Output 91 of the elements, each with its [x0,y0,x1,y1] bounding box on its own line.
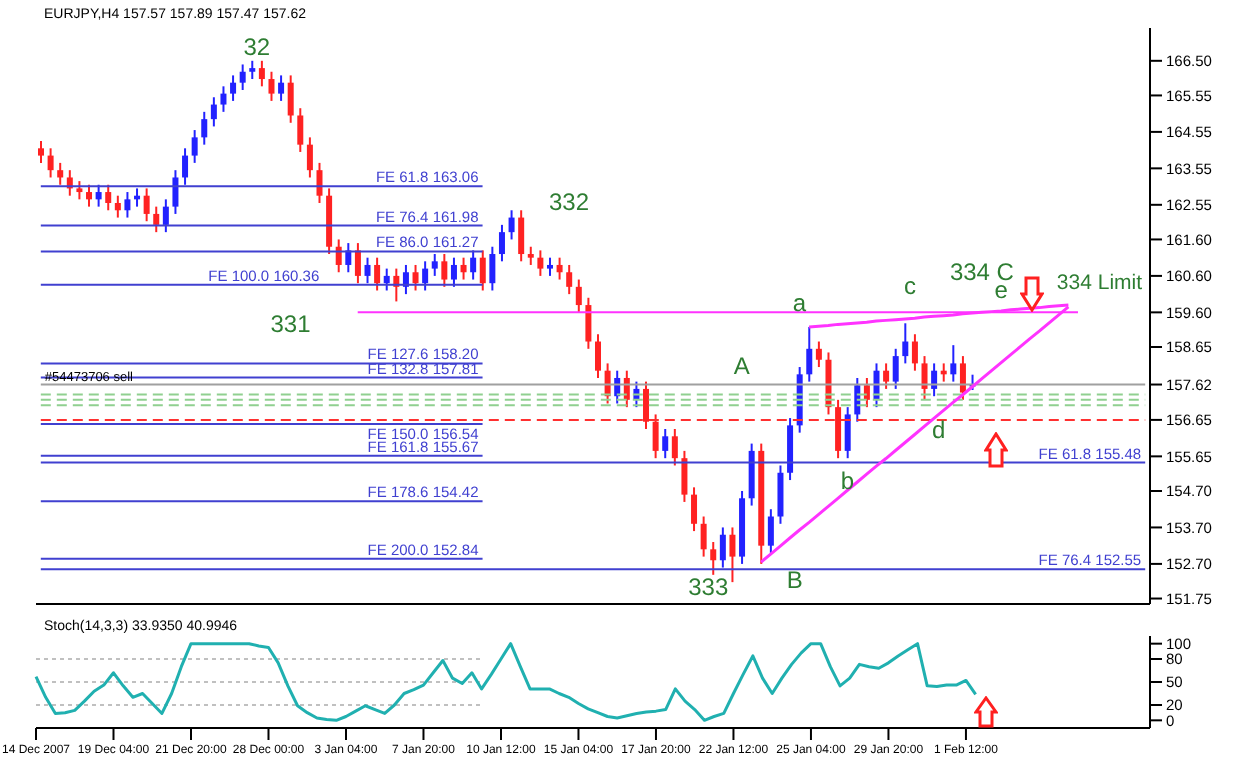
annotation: a [792,288,807,317]
candlestick [114,194,121,219]
candlestick [422,260,429,292]
candlestick [527,245,534,266]
candlestick [700,515,707,558]
candlestick [479,249,486,292]
candlestick [921,355,928,401]
annotation: c [903,272,916,301]
candlestick [806,325,813,383]
candlestick [47,147,54,179]
candlestick [268,70,275,102]
annotation: b [840,467,855,496]
candlestick [498,223,505,263]
candlestick [220,85,227,113]
candlestick [38,140,44,164]
candlestick [412,263,419,292]
candlestick [892,347,899,390]
candlestick [787,417,794,482]
candlestick [162,198,169,234]
candlestick [566,263,573,296]
annotation: 333 [688,572,729,601]
candlestick [902,322,909,365]
candlestick [546,256,553,277]
candlestick [258,59,265,88]
candlestick [911,333,918,372]
candlestick [230,74,237,102]
candlestick [652,413,659,460]
candlestick [815,340,822,369]
annotation: 32 [243,33,271,62]
candlestick [767,508,774,554]
candlestick [460,256,467,281]
annotation: 334 C [949,257,1015,286]
annotation: A [733,352,750,381]
candlestick [191,129,198,164]
candlestick [556,256,563,281]
candlestick [537,249,544,277]
candlestick [450,256,457,288]
candlestick [95,183,102,208]
candlestick [883,362,890,390]
candlestick [959,355,966,401]
candlestick [287,74,294,124]
candlestick [354,242,361,285]
annotation: 332 [548,188,590,217]
candlestick [729,526,736,584]
candlestick [662,428,669,460]
candlestick [671,428,678,467]
candlestick [470,249,477,281]
annotation: B [786,565,803,594]
candlestick [143,187,150,223]
annotation: 334 Limit [1056,270,1143,295]
candlestick [316,161,323,204]
candlestick [518,209,525,263]
candlestick [86,183,93,208]
candlestick [239,63,246,91]
candlestick [575,278,582,314]
candlestick [431,253,438,277]
candlestick [835,398,842,460]
candlestick [105,183,112,212]
candlestick [508,209,515,241]
candlestick [950,344,957,383]
candlestick [643,380,650,431]
candlestick [172,169,179,215]
candlestick [249,59,256,81]
candlestick [441,253,448,288]
candlestick [201,110,208,146]
candlestick [182,147,189,186]
candlestick [777,464,784,525]
candlestick [383,267,390,292]
annotation: 331 [270,310,312,339]
candlestick [691,486,698,533]
candlestick [585,296,592,350]
candlestick [153,205,160,234]
candlestick [374,256,381,292]
annotation: d [932,416,946,445]
candlestick [278,74,285,102]
candlestick [345,242,352,274]
candlestick [364,256,371,285]
candlestick [681,449,688,503]
candlestick [124,191,131,219]
candlestick [210,96,217,128]
candlestick [57,161,64,186]
candlestick [710,541,717,576]
candlestick [719,526,726,569]
candlestick [844,406,851,460]
candlestick [306,136,313,179]
candlestick [595,333,601,379]
candlestick [402,263,409,296]
candlestick [748,442,755,507]
candlestick [76,180,83,201]
candlestick [297,107,304,153]
candlestick [489,245,496,292]
